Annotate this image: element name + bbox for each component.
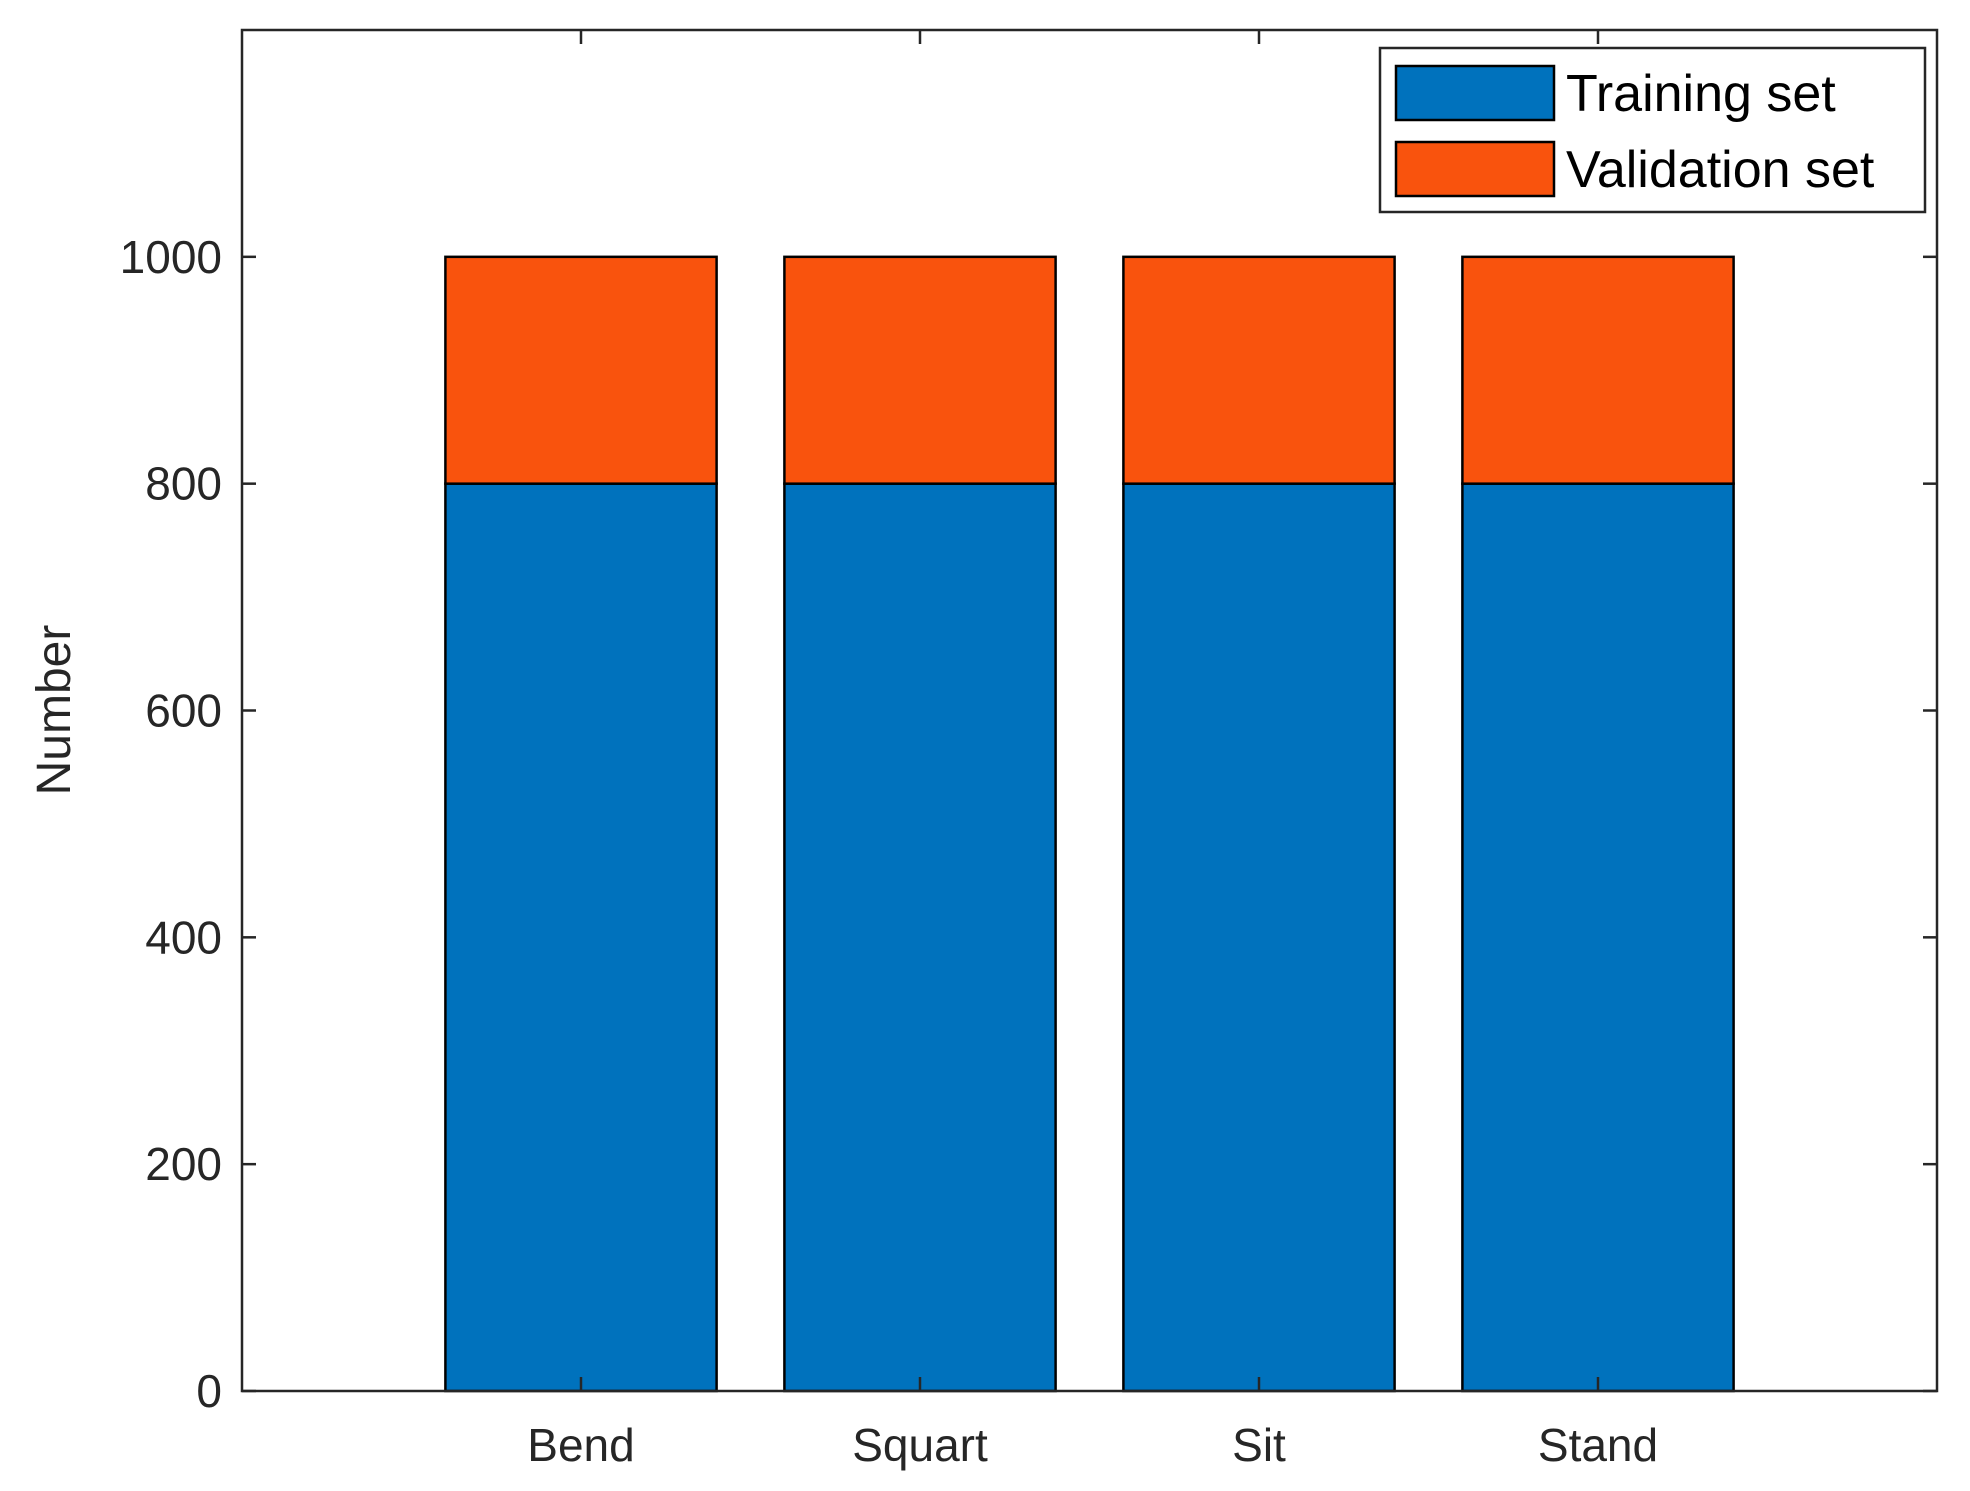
legend-swatch-validation-set (1394, 140, 1556, 198)
x-tick-label-sit: Sit (1232, 1419, 1286, 1471)
legend-label-validation-set: Validation set (1566, 141, 1875, 199)
bar-stand-validation-set (1461, 255, 1735, 485)
legend-label-training-set: Training set (1566, 65, 1836, 123)
bar-squart-validation-set (783, 255, 1057, 485)
bar-sit-training-set (1122, 482, 1396, 1393)
y-tick-label: 0 (196, 1365, 222, 1417)
legend-swatch-training-set (1394, 64, 1556, 122)
bar-bend-training-set (444, 482, 718, 1393)
legend: Training set Validation set (1378, 46, 1927, 214)
bar-bend-validation-set (444, 255, 718, 485)
x-tick-label-squart: Squart (852, 1419, 988, 1471)
y-tick-label: 600 (145, 685, 222, 737)
bar-squart-training-set (783, 482, 1057, 1393)
y-tick-label: 800 (145, 458, 222, 510)
y-tick-label: 1000 (120, 231, 222, 283)
bar-sit-validation-set (1122, 255, 1396, 485)
bar-stand-training-set (1461, 482, 1735, 1393)
x-tick-label-stand: Stand (1538, 1419, 1658, 1471)
bars-group (444, 255, 1735, 1393)
y-tick-label: 400 (145, 911, 222, 963)
axes-group: 0 200 400 600 800 1000 Bend Squart Sit Stand (120, 28, 1939, 1471)
y-tick-label: 200 (145, 1138, 222, 1190)
y-axis-label: Number (28, 625, 81, 796)
x-tick-label-bend: Bend (527, 1419, 634, 1471)
